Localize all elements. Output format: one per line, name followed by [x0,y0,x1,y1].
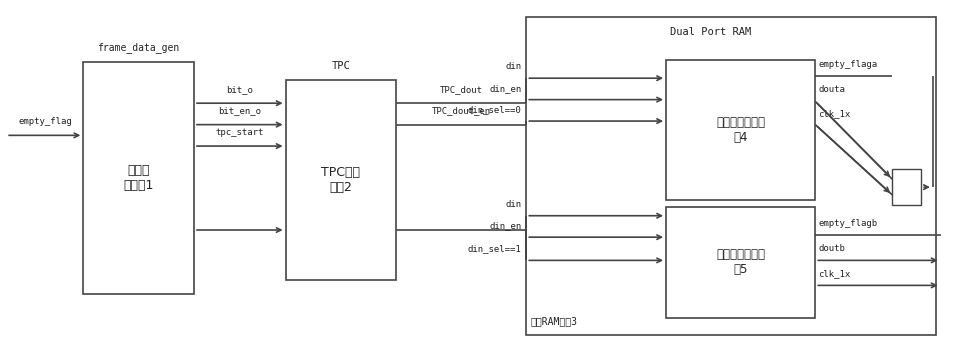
Text: 乒乓RAM模块3: 乒乓RAM模块3 [530,316,578,327]
Text: din: din [505,62,522,71]
Text: TPC编码
模块2: TPC编码 模块2 [322,166,360,194]
Text: doutb: doutb [818,244,845,253]
Text: clk_1x: clk_1x [818,109,850,118]
Text: bit_en_o: bit_en_o [218,107,261,116]
Text: Dual Port RAM: Dual Port RAM [670,27,752,37]
Text: TPC: TPC [331,61,351,71]
Text: 第二速率匹配模
块5: 第二速率匹配模 块5 [716,248,765,276]
Text: empty_flag: empty_flag [18,117,72,126]
Text: frame_data_gen: frame_data_gen [98,42,180,53]
Text: 第一速率匹配模
块4: 第一速率匹配模 块4 [716,116,765,144]
Text: din_sel==0: din_sel==0 [468,105,522,114]
Text: TPC_dout: TPC_dout [440,85,483,94]
Text: douta: douta [818,85,845,94]
Text: empty_flaga: empty_flaga [818,60,877,69]
Bar [526,18,936,336]
Text: TPC_dout_en: TPC_dout_en [432,107,491,116]
Text: din_en: din_en [489,221,522,230]
Bar [666,60,815,200]
Bar [83,62,194,294]
Text: clk_1x: clk_1x [818,269,850,278]
Text: bit_o: bit_o [226,85,253,94]
Text: or: or [901,182,913,192]
Bar [286,80,396,280]
Text: 数据注
入模块1: 数据注 入模块1 [124,164,154,192]
Text: din_sel==1: din_sel==1 [468,244,522,253]
Text: tpc_start: tpc_start [215,128,264,137]
Bar [666,207,815,318]
Text: empty_flagb: empty_flagb [818,220,877,229]
Text: din_en: din_en [489,84,522,93]
Text: din: din [505,200,522,209]
Bar [893,169,922,205]
